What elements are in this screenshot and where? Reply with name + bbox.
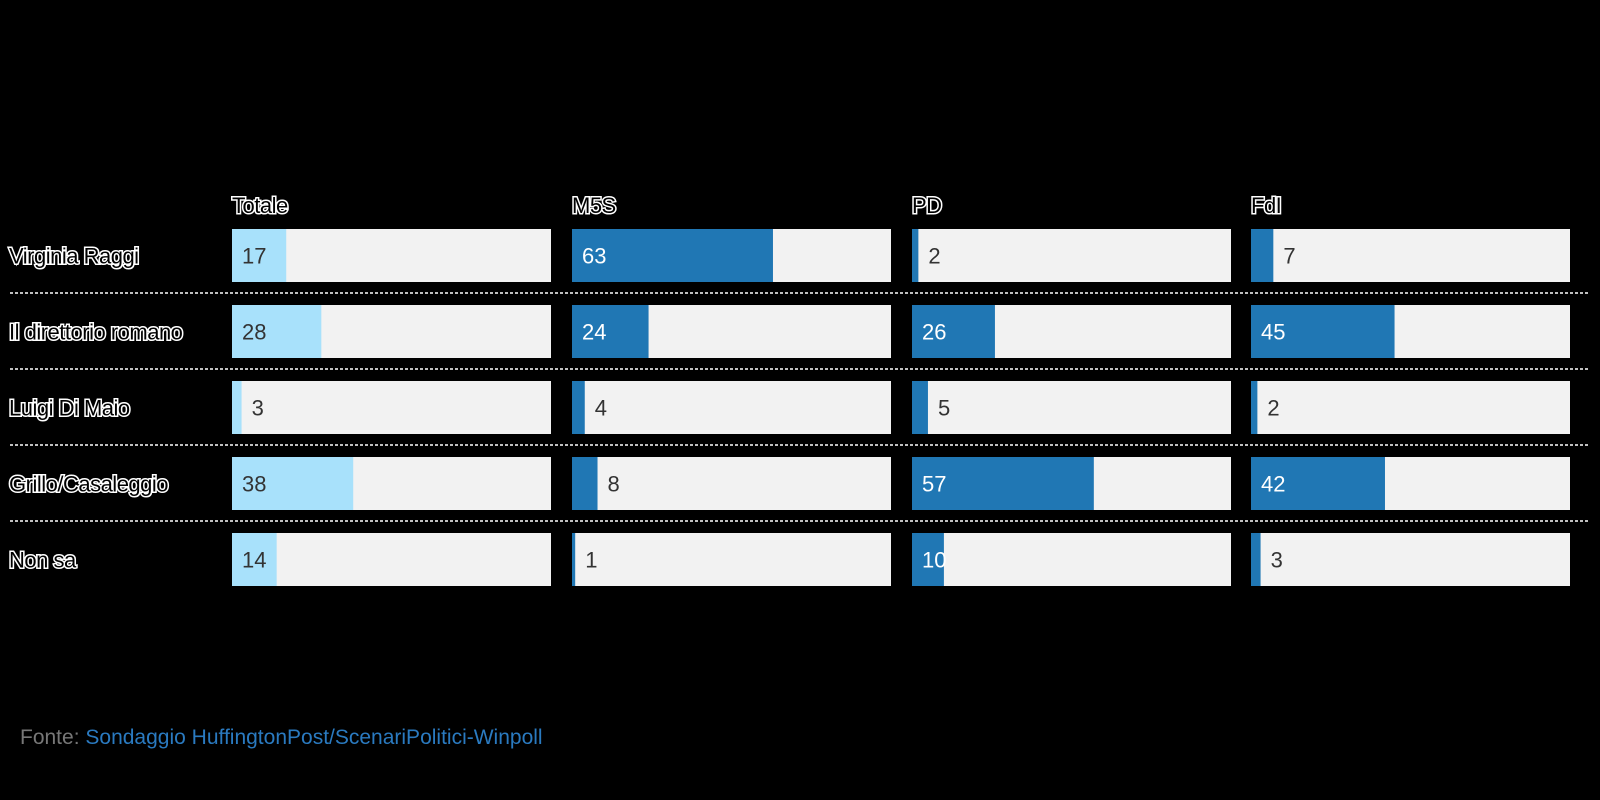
value-label-1-3: 3 — [252, 396, 264, 421]
bar-4-1 — [1251, 229, 1274, 282]
value-label-4-5: 3 — [1271, 548, 1283, 573]
bar-3-3 — [912, 381, 928, 434]
row-label-4: Grillo/Casaleggio — [9, 472, 168, 497]
value-label-2-3: 4 — [595, 396, 607, 421]
bar-track-1-5 — [232, 533, 551, 586]
bar-track-2-5 — [572, 533, 891, 586]
bar-1-1 — [232, 229, 287, 282]
value-label-3-1: 2 — [928, 244, 940, 269]
bar-3-2 — [912, 305, 995, 358]
bar-track-3-3 — [912, 381, 1231, 434]
bar-2-1 — [572, 229, 773, 282]
bar-track-2-4 — [572, 457, 891, 510]
bar-1-2 — [232, 305, 322, 358]
bar-track-2-3 — [572, 381, 891, 434]
bar-1-4 — [232, 457, 354, 510]
bar-2-2 — [572, 305, 649, 358]
bar-track-3-1 — [912, 229, 1231, 282]
bar-3-1 — [912, 229, 919, 282]
bar-track-4-5 — [1251, 533, 1570, 586]
bar-4-2 — [1251, 305, 1395, 358]
value-label-4-3: 2 — [1267, 396, 1279, 421]
bar-track-1-3 — [232, 381, 551, 434]
value-label-3-2: 26 — [922, 320, 946, 345]
value-label-1-2: 28 — [242, 320, 266, 345]
value-label-3-3: 5 — [938, 396, 950, 421]
value-label-2-1: 63 — [582, 244, 606, 269]
panel-header-2: M5S — [572, 193, 616, 218]
panel-header-4: FdI — [1251, 193, 1281, 218]
bar-track-3-5 — [912, 533, 1231, 586]
value-label-3-5: 10 — [922, 548, 946, 573]
value-label-3-4: 57 — [922, 472, 946, 497]
row-label-2: Il direttorio romano — [9, 320, 183, 345]
bar-2-3 — [572, 381, 585, 434]
value-label-4-4: 42 — [1261, 472, 1285, 497]
row-label-1: Virginia Raggi — [9, 244, 139, 269]
source-link[interactable]: Sondaggio HuffingtonPost/ScenariPolitici… — [85, 726, 543, 749]
value-label-2-5: 1 — [585, 548, 597, 573]
value-label-2-4: 8 — [608, 472, 620, 497]
source-label: Fonte: — [20, 726, 80, 749]
bar-4-3 — [1251, 381, 1258, 434]
bar-4-5 — [1251, 533, 1261, 586]
bar-track-4-3 — [1251, 381, 1570, 434]
bar-2-5 — [572, 533, 576, 586]
bar-1-3 — [232, 381, 242, 434]
value-label-4-1: 7 — [1283, 244, 1295, 269]
value-label-1-5: 14 — [242, 548, 266, 573]
bar-1-5 — [232, 533, 277, 586]
value-label-4-2: 45 — [1261, 320, 1285, 345]
row-label-5: Non sa — [9, 548, 77, 573]
source-note: Fonte: Sondaggio HuffingtonPost/ScenariP… — [20, 726, 543, 750]
bar-3-4 — [912, 457, 1094, 510]
value-label-2-2: 24 — [582, 320, 606, 345]
row-label-3: Luigi Di Maio — [9, 396, 130, 421]
panel-header-3: PD — [912, 193, 942, 218]
bar-3-5 — [912, 533, 944, 586]
value-label-1-1: 17 — [242, 244, 266, 269]
panel-header-1: Totale — [232, 193, 288, 218]
bar-track-4-1 — [1251, 229, 1570, 282]
bar-4-4 — [1251, 457, 1385, 510]
value-label-1-4: 38 — [242, 472, 266, 497]
bar-2-4 — [572, 457, 598, 510]
